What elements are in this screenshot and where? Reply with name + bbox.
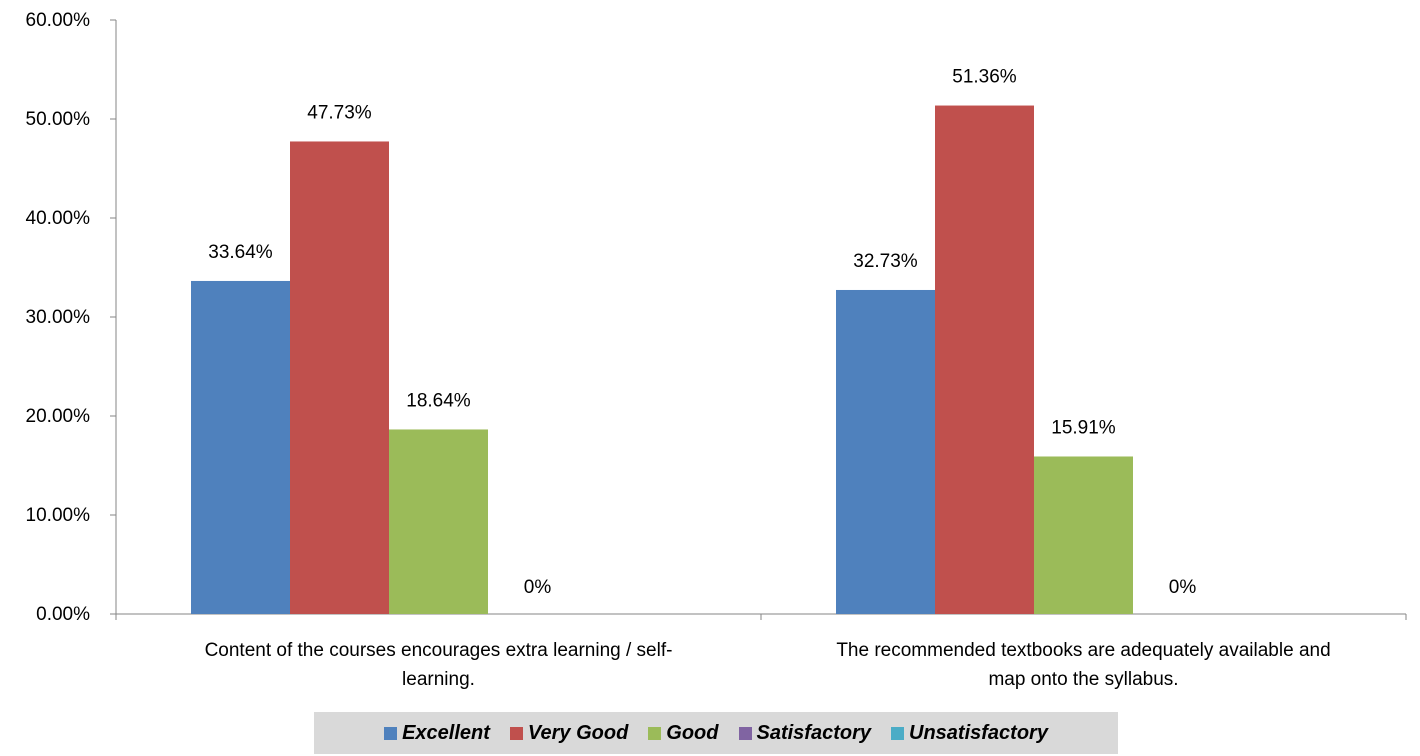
- category-label: learning.: [402, 669, 475, 690]
- legend-label: Unsatisfactory: [909, 721, 1048, 744]
- legend-label: Very Good: [527, 721, 629, 744]
- bar-good: [389, 429, 488, 614]
- legend-swatch: [738, 726, 752, 740]
- bar-very-good: [935, 105, 1034, 614]
- y-tick-label: 20.00%: [26, 406, 91, 427]
- bar-very-good: [290, 141, 389, 614]
- y-tick-label: 60.00%: [26, 10, 91, 31]
- legend-swatch: [648, 726, 662, 740]
- legend-item-satisfactory: Satisfactory: [738, 721, 872, 745]
- category-label: Content of the courses encourages extra …: [205, 640, 673, 661]
- legend-swatch: [509, 726, 523, 740]
- data-label: 33.64%: [208, 242, 273, 263]
- data-label: 51.36%: [952, 67, 1017, 88]
- legend-label: Satisfactory: [756, 721, 872, 744]
- y-tick-label: 30.00%: [26, 307, 91, 328]
- y-tick-label: 40.00%: [26, 208, 91, 229]
- legend-swatch: [384, 726, 398, 740]
- legend-item-very-good: Very Good: [509, 721, 629, 745]
- category-label: map onto the syllabus.: [988, 669, 1178, 690]
- data-label: 18.64%: [406, 390, 471, 411]
- data-label: 0%: [524, 577, 552, 598]
- y-tick-label: 0.00%: [36, 604, 90, 625]
- data-label: 32.73%: [853, 251, 918, 272]
- bar-chart: 0.00% 10.00% 20.00% 30.00% 40.00% 50.00% 60.00…: [26, 10, 1407, 690]
- data-label: 15.91%: [1051, 417, 1116, 438]
- legend-swatch: [891, 726, 904, 740]
- legend-item-good: Good: [648, 721, 719, 745]
- category-label: The recommended textbooks are adequately…: [836, 640, 1330, 661]
- data-label: 0%: [1169, 577, 1197, 598]
- bar-excellent: [191, 280, 290, 614]
- legend-label: Good: [666, 721, 719, 744]
- legend-item-excellent: Excellent: [384, 722, 490, 745]
- legend-item-unsatisfactory: Unsatisfactory: [891, 722, 1048, 745]
- bar-good: [1034, 456, 1133, 614]
- legend-label: Excellent: [402, 721, 490, 744]
- y-tick-label: 10.00%: [26, 505, 91, 526]
- y-tick-label: 50.00%: [26, 109, 91, 130]
- data-label: 47.73%: [307, 102, 372, 123]
- legend: Excellent Very Good Good Satisfactory Unsati…: [314, 712, 1118, 754]
- bar-excellent: [836, 289, 935, 614]
